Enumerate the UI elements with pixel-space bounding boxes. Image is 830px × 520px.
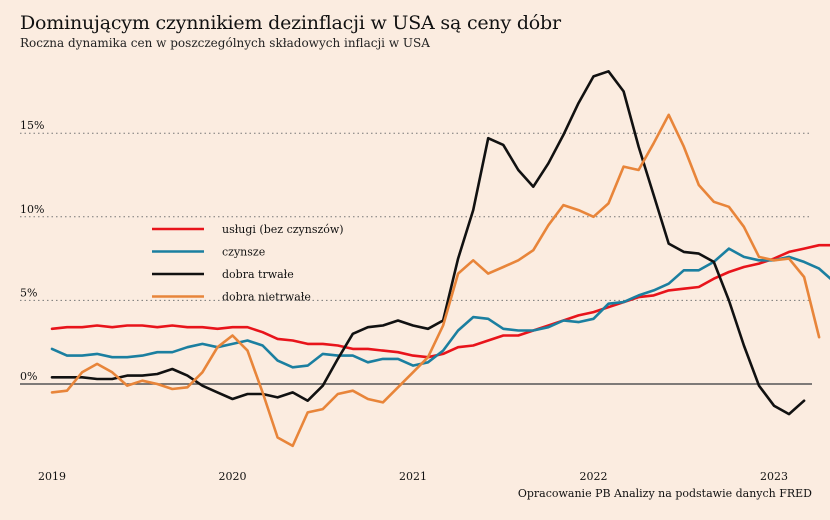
chart-source: Opracowanie PB Analizy na podstawie dany… — [517, 487, 812, 500]
series-line-2 — [50, 247, 830, 369]
series-line-4 — [50, 113, 821, 448]
x-tick-label: 2022 — [580, 470, 608, 483]
x-tick-label: 2020 — [219, 470, 247, 483]
legend-label: czynsze — [222, 246, 265, 259]
chart-title: Dominującym czynnikiem dezinflacji w USA… — [20, 12, 561, 34]
series-line-3 — [50, 70, 806, 416]
legend-label: usługi (bez czynszów) — [222, 223, 344, 236]
x-tick-label: 2023 — [760, 470, 788, 483]
x-tick-label: 2019 — [38, 470, 66, 483]
x-tick-label: 2021 — [399, 470, 427, 483]
legend-label: dobra trwałe — [222, 268, 294, 281]
chart-subtitle: Roczna dynamika cen w poszczególnych skł… — [20, 36, 430, 50]
series-line-1 — [50, 243, 830, 359]
y-tick-label: 5% — [20, 286, 37, 299]
y-tick-label: 0% — [20, 370, 37, 383]
y-tick-label: 10% — [20, 203, 44, 216]
y-tick-label: 15% — [20, 119, 44, 132]
legend-label: dobra nietrwałe — [222, 291, 311, 304]
